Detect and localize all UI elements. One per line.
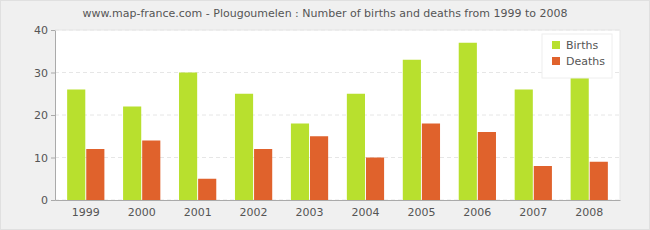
y-tick-mark <box>51 115 55 116</box>
y-tick-label: 20 <box>34 109 48 122</box>
chart: www.map-france.com - Plougoumelen : Numb… <box>0 0 650 230</box>
legend-item: Deaths <box>552 55 605 68</box>
bar <box>366 158 384 201</box>
x-tick-label: 2007 <box>519 206 547 219</box>
bar <box>590 162 608 200</box>
bar <box>571 68 589 200</box>
x-tick: 2001 <box>184 206 212 219</box>
frame <box>55 30 620 31</box>
x-tick-label: 2001 <box>184 206 212 219</box>
bar <box>347 94 365 200</box>
bar <box>310 136 328 200</box>
bar <box>422 124 440 201</box>
y-tick-mark <box>51 200 55 201</box>
y-tick-mark <box>51 73 55 74</box>
y-tick: 30 <box>34 67 55 80</box>
x-tick: 2004 <box>351 206 379 219</box>
bar <box>515 90 533 201</box>
bar <box>86 149 104 200</box>
x-tick: 2007 <box>519 206 547 219</box>
x-tick-label: 2006 <box>463 206 491 219</box>
y-tick: 0 <box>41 194 55 207</box>
y-tick-label: 30 <box>34 67 48 80</box>
bar <box>478 132 496 200</box>
y-tick-mark <box>51 158 55 159</box>
bar <box>534 166 552 200</box>
legend-swatch <box>552 41 560 49</box>
x-tick-label: 2003 <box>296 206 324 219</box>
frame <box>620 30 621 200</box>
bars <box>67 43 608 200</box>
plot-background <box>55 30 620 200</box>
background <box>1 1 650 230</box>
y-tick-label: 40 <box>34 24 48 37</box>
legend-label: Births <box>566 39 598 52</box>
bar <box>123 107 141 201</box>
grid <box>55 30 620 200</box>
x-axis: 1999 2000 2001 2002 2003 2004 2005 2006 2007 2008 <box>56 201 621 219</box>
legend-swatch <box>552 57 560 65</box>
x-tick: 1999 <box>72 206 100 219</box>
x-tick-label: 2008 <box>575 206 603 219</box>
legend-box <box>542 34 612 78</box>
bar <box>254 149 272 200</box>
x-tick-label: 2002 <box>240 206 268 219</box>
x-tick: 2008 <box>575 206 603 219</box>
bar <box>179 73 197 201</box>
legend: Births Deaths <box>542 34 612 78</box>
x-tick: 2003 <box>296 206 324 219</box>
y-tick: 10 <box>34 152 55 165</box>
x-tick: 2006 <box>463 206 491 219</box>
x-tick: 2005 <box>407 206 435 219</box>
y-axis-line <box>51 31 56 201</box>
x-tick-label: 2000 <box>128 206 156 219</box>
x-tick-label: 2004 <box>351 206 379 219</box>
legend-item: Births <box>552 39 598 52</box>
bar <box>291 124 309 201</box>
x-tick: 2002 <box>240 206 268 219</box>
y-tick: 40 <box>34 24 55 37</box>
y-axis: 0 10 20 30 40 <box>34 24 56 207</box>
x-tick-label: 2005 <box>407 206 435 219</box>
plot: 0 10 20 30 40 1999 2000 2001 2002 2003 2004 2005 200… <box>34 24 621 219</box>
bar <box>67 90 85 201</box>
y-tick-label: 10 <box>34 152 48 165</box>
x-tick-label: 1999 <box>72 206 100 219</box>
y-tick-label: 0 <box>41 194 48 207</box>
legend-label: Deaths <box>566 55 605 68</box>
bar <box>235 94 253 200</box>
x-axis-line <box>56 200 621 201</box>
y-tick: 20 <box>34 109 55 122</box>
grid-line <box>55 72 620 73</box>
bar <box>198 179 216 200</box>
title: www.map-france.com - Plougoumelen : Numb… <box>83 7 568 20</box>
y-tick-mark <box>51 30 55 31</box>
bar <box>459 43 477 200</box>
grid-line <box>55 30 620 31</box>
x-tick: 2000 <box>128 206 156 219</box>
bar <box>403 60 421 200</box>
bar <box>142 141 160 201</box>
